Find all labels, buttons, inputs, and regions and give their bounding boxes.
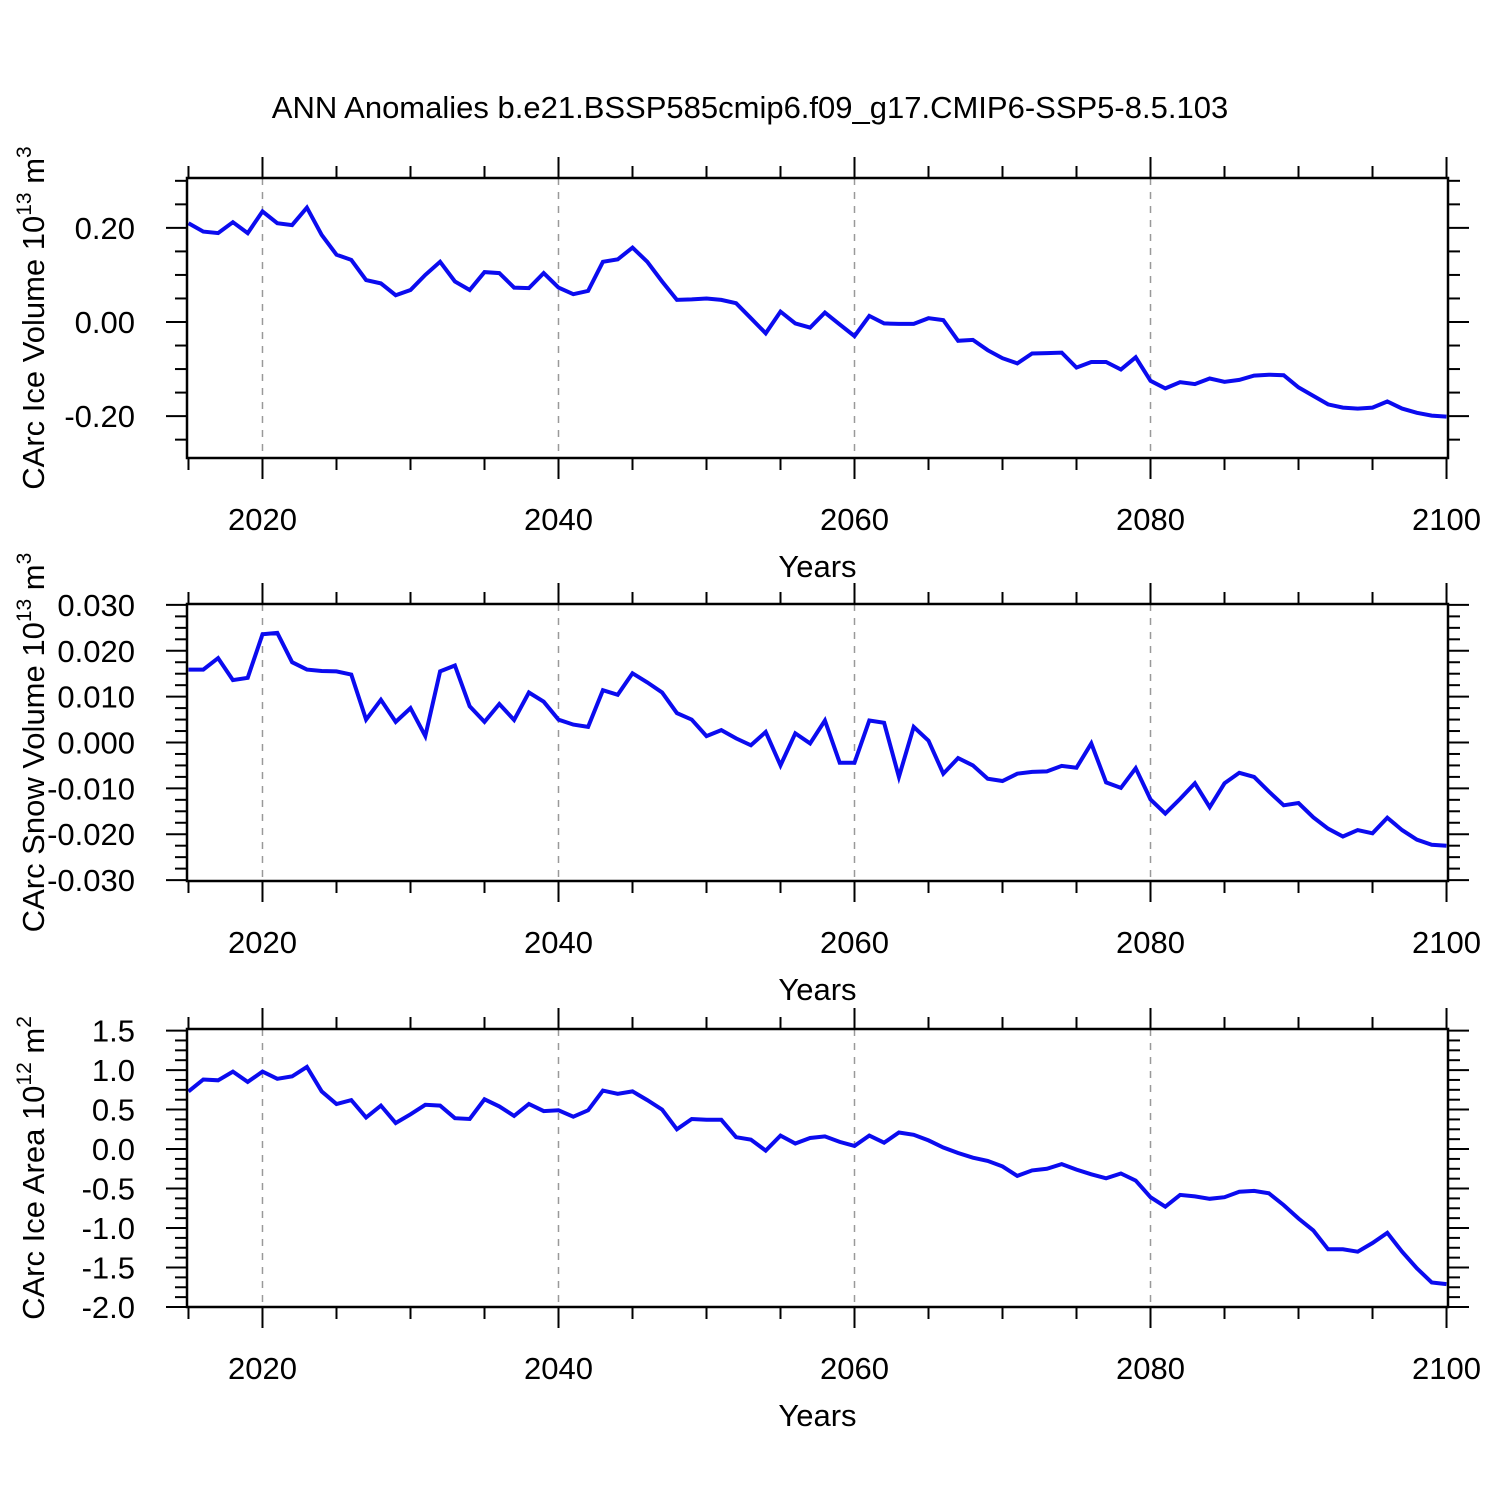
x-axis-title: Years	[778, 1398, 856, 1433]
y-axis-title: CArc Snow Volume 1013 m3	[13, 553, 51, 933]
x-tick-label: 2080	[1116, 925, 1185, 960]
carc-snow-volume-series-line	[188, 630, 1447, 848]
axis-border	[185, 1027, 1450, 1309]
carc-ice-area-series-line	[187, 1064, 1447, 1287]
y-tick-label: -0.030	[47, 863, 135, 898]
y-tick-label: 0.000	[57, 726, 135, 761]
panel-carc-ice-area: 1.5 1.0 0.5 0.0 -0.5 -1.0 -1.5 -2.0 2020 2040 2060…	[13, 1008, 1481, 1433]
y-tick-label: 1.5	[92, 1014, 135, 1049]
y-axis-title: CArc Ice Area 1012 m2	[13, 1016, 51, 1320]
x-tick-label: 2100	[1412, 502, 1481, 537]
gridlines	[261, 178, 1152, 458]
x-tick-label: 2040	[524, 1351, 593, 1386]
axis-ticks	[166, 157, 1469, 479]
y-tick-label: 0.20	[75, 211, 135, 246]
carc-ice-volume-series-line	[187, 204, 1447, 419]
y-tick-label: -0.020	[47, 817, 135, 852]
y-tick-labels: 0.030 0.020 0.010 0.000 -0.010 -0.020 -0.030	[47, 588, 135, 898]
x-tick-label: 2100	[1412, 925, 1481, 960]
x-tick-labels: 2020 2040 2060 2080 2100	[228, 1351, 1481, 1386]
y-tick-label: 0.010	[57, 680, 135, 715]
x-axis-title: Years	[778, 549, 856, 584]
panel-carc-snow-volume: 0.030 0.020 0.010 0.000 -0.010 -0.020 -0.030 20…	[13, 553, 1481, 1007]
axis-border	[185, 176, 1450, 460]
x-tick-label: 2060	[820, 925, 889, 960]
x-tick-labels: 2020 2040 2060 2080 2100	[228, 502, 1481, 537]
chart-title: ANN Anomalies b.e21.BSSP585cmip6.f09_g17…	[271, 90, 1229, 125]
y-tick-labels: 0.20 0.00 -0.20	[64, 211, 135, 434]
gridlines	[261, 1029, 1152, 1307]
x-tick-label: 2100	[1412, 1351, 1481, 1386]
x-tick-label: 2020	[228, 1351, 297, 1386]
y-tick-label: -1.0	[82, 1211, 135, 1246]
x-tick-label: 2080	[1116, 1351, 1185, 1386]
axis-border	[185, 602, 1450, 883]
y-tick-label: -0.20	[64, 399, 135, 434]
gridlines	[261, 604, 1152, 881]
y-tick-label: -2.0	[82, 1290, 135, 1325]
axis-ticks	[166, 1008, 1469, 1328]
x-tick-label: 2020	[228, 502, 297, 537]
x-tick-label: 2060	[820, 1351, 889, 1386]
y-axis-title: CArc Ice Volume 1013 m3	[13, 146, 51, 489]
y-tick-label: -0.010	[47, 771, 135, 806]
y-tick-label: 1.0	[92, 1053, 135, 1088]
y-tick-label: 0.5	[92, 1093, 135, 1128]
y-tick-label: 0.00	[75, 305, 135, 340]
x-tick-label: 2040	[524, 502, 593, 537]
y-tick-label: -0.5	[82, 1172, 135, 1207]
x-tick-label: 2080	[1116, 502, 1185, 537]
x-tick-label: 2020	[228, 925, 297, 960]
y-tick-label: -1.5	[82, 1251, 135, 1286]
y-tick-label: 0.030	[57, 588, 135, 623]
panel-carc-ice-volume: 0.20 0.00 -0.20 2020 2040 2060 2080 2100 Years CA…	[13, 146, 1481, 584]
x-tick-label: 2040	[524, 925, 593, 960]
y-tick-labels: 1.5 1.0 0.5 0.0 -0.5 -1.0 -1.5 -2.0	[82, 1014, 135, 1325]
x-tick-labels: 2020 2040 2060 2080 2100	[228, 925, 1481, 960]
axis-ticks	[166, 583, 1469, 902]
y-tick-label: 0.0	[92, 1132, 135, 1167]
x-tick-label: 2060	[820, 502, 889, 537]
y-tick-label: 0.020	[57, 634, 135, 669]
x-axis-title: Years	[778, 972, 856, 1007]
